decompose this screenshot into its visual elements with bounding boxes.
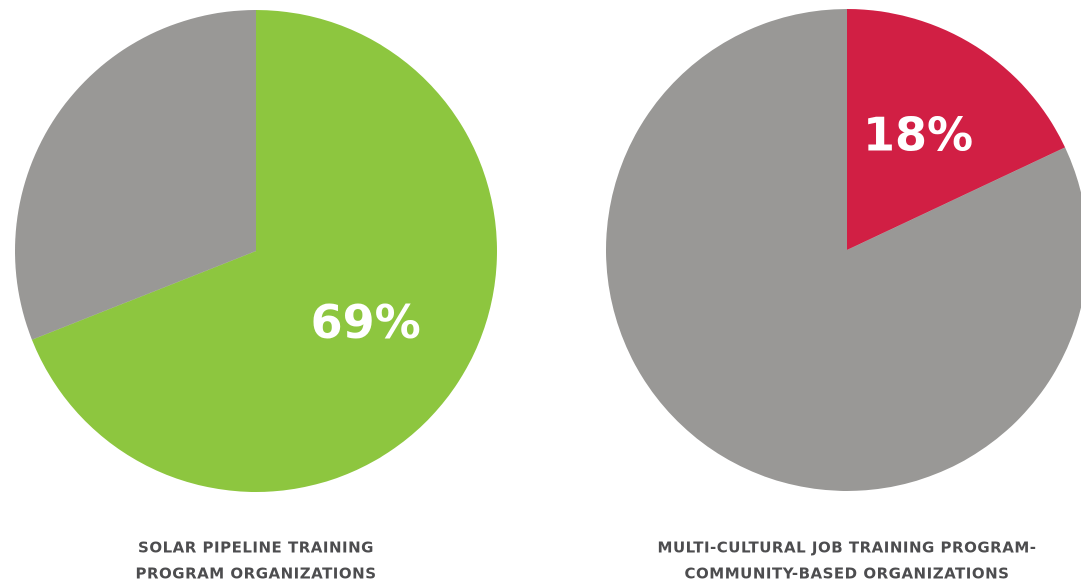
value-label: 69%: [311, 295, 421, 349]
pie-slice: [606, 9, 1081, 491]
chart-title: MULTI-CULTURAL JOB TRAINING PROGRAM-: [658, 539, 1037, 557]
pie-slice: [847, 9, 1066, 250]
pie-slice: [14, 10, 257, 340]
pie-slice: [31, 10, 498, 492]
value-label: 18%: [863, 108, 973, 162]
chart-title: SOLAR PIPELINE TRAINING: [138, 539, 374, 557]
chart-title: COMMUNITY-BASED ORGANIZATIONS: [685, 565, 1010, 583]
chart-title: PROGRAM ORGANIZATIONS: [135, 565, 376, 583]
